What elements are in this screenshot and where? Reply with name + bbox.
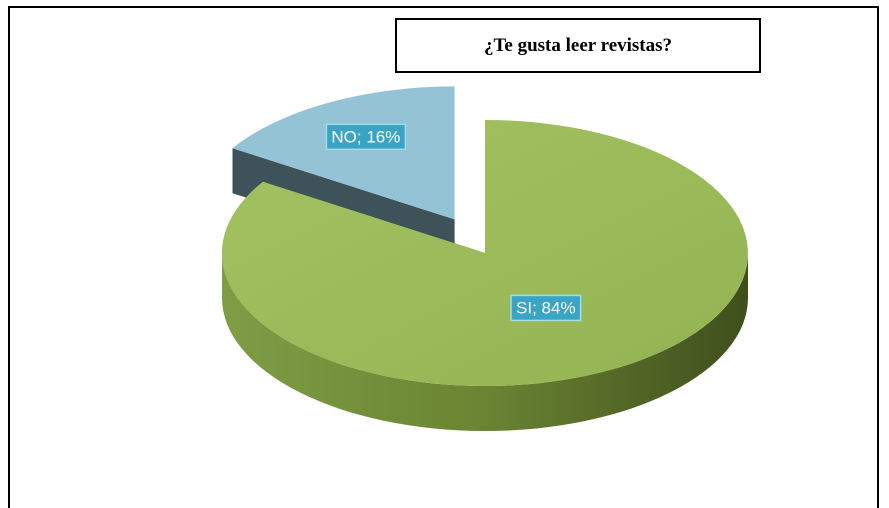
pie-slice <box>221 120 748 386</box>
data-label-box <box>325 123 407 151</box>
data-label-box <box>510 294 582 322</box>
chart-title: ¿Te gusta leer revistas? <box>395 18 761 73</box>
data-label: NO; 16% <box>331 127 400 146</box>
data-label: SI; 84% <box>516 298 576 317</box>
slice-side <box>222 253 748 431</box>
pie-slice-group <box>221 120 748 431</box>
chart-frame <box>8 6 879 508</box>
pie-slice <box>232 86 455 220</box>
